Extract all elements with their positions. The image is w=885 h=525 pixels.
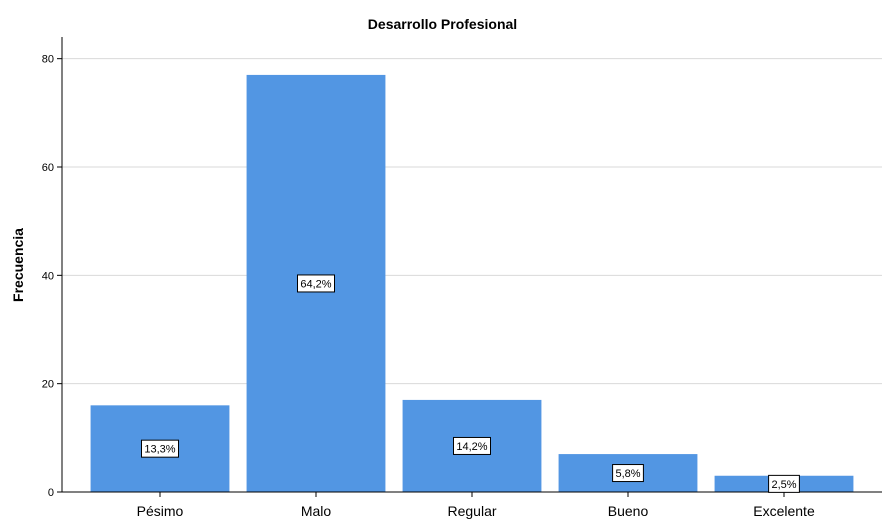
x-tick-label: Pésimo: [137, 503, 184, 519]
data-label-box: [768, 474, 800, 493]
data-label: 14,2%: [453, 436, 491, 455]
data-label-text: 2,5%: [771, 479, 796, 491]
data-label-text: 13,3%: [144, 444, 175, 456]
gridlines: [62, 58, 882, 385]
data-label: 5,8%: [612, 464, 644, 483]
data-label: 64,2%: [297, 274, 335, 293]
data-label-text: 64,2%: [300, 278, 331, 290]
x-tick-label: Bueno: [608, 503, 649, 519]
data-label-box: [612, 464, 644, 483]
x-tick-label: Malo: [301, 503, 332, 519]
data-label-box: [453, 436, 491, 455]
y-tick-label: 20: [42, 379, 54, 391]
data-label-box: [297, 274, 335, 293]
data-label-text: 5,8%: [615, 468, 640, 480]
chart-title: Desarrollo Profesional: [367, 16, 518, 32]
data-label: 13,3%: [141, 439, 179, 458]
bars: [90, 74, 854, 493]
data-label-box: [141, 439, 179, 458]
data-labels: 13,3% 64,2% 14,2% 5,8% 2,5%: [141, 274, 800, 493]
y-tick-label: 40: [42, 270, 54, 282]
x-tick-label: Regular: [447, 503, 496, 519]
y-tick-label: 80: [42, 54, 54, 66]
y-tick-label: 0: [48, 487, 54, 499]
data-label-text: 14,2%: [456, 441, 487, 453]
y-tick-label: 60: [42, 162, 54, 174]
data-label: 2,5%: [768, 474, 800, 493]
x-tick-label: Excelente: [753, 503, 815, 519]
axes: 0 20 40 60 80 Pésimo Malo Regular Bueno Excelente: [42, 37, 882, 519]
